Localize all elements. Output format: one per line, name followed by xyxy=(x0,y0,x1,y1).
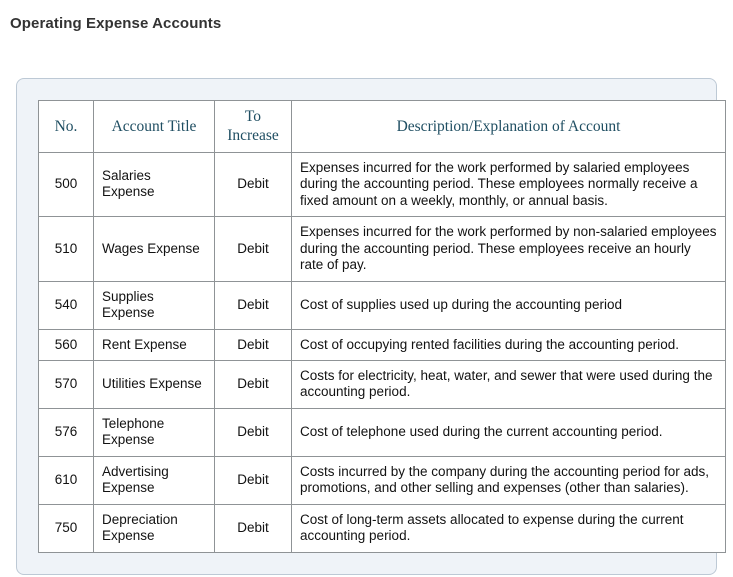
account-description: Costs for electricity, heat, water, and … xyxy=(291,359,726,409)
column-header-no: No. xyxy=(38,100,94,153)
table-row: 540 Supplies Expense Debit Cost of suppl… xyxy=(38,280,726,330)
account-title: Salaries Expense xyxy=(93,151,215,218)
account-number: 500 xyxy=(38,151,94,218)
table-row: 610 Advertising Expense Debit Costs incu… xyxy=(38,455,726,505)
account-description: Expenses incurred for the work performed… xyxy=(291,151,726,218)
account-title: Rent Expense xyxy=(93,328,215,361)
to-increase-value: Debit xyxy=(214,407,292,457)
account-title: Supplies Expense xyxy=(93,280,215,330)
table-row: 570 Utilities Expense Debit Costs for el… xyxy=(38,359,726,409)
table-body: 500 Salaries Expense Debit Expenses incu… xyxy=(38,151,726,553)
table-row: 510 Wages Expense Debit Expenses incurre… xyxy=(38,216,726,282)
operating-expense-accounts-table: No. Account Title To Increase Descriptio… xyxy=(38,100,726,553)
account-number: 540 xyxy=(38,280,94,330)
column-header-to-increase: To Increase xyxy=(214,100,292,153)
accounts-panel: No. Account Title To Increase Descriptio… xyxy=(16,78,726,575)
account-description: Cost of long-term assets allocated to ex… xyxy=(291,503,726,553)
account-title: Utilities Expense xyxy=(93,359,215,409)
account-number: 570 xyxy=(38,359,94,409)
account-number: 576 xyxy=(38,407,94,457)
account-title: Advertising Expense xyxy=(93,455,215,505)
to-increase-value: Debit xyxy=(214,328,292,361)
to-increase-value: Debit xyxy=(214,216,292,282)
account-description: Expenses incurred for the work performed… xyxy=(291,216,726,282)
page-title: Operating Expense Accounts xyxy=(10,15,222,32)
account-title: Wages Expense xyxy=(93,216,215,282)
account-description: Cost of occupying rented facilities duri… xyxy=(291,328,726,361)
account-title: Depreciation Expense xyxy=(93,503,215,553)
table-row: 576 Telephone Expense Debit Cost of tele… xyxy=(38,407,726,457)
table-header: No. Account Title To Increase Descriptio… xyxy=(38,100,726,153)
header-row: No. Account Title To Increase Descriptio… xyxy=(38,100,726,153)
table-row: 500 Salaries Expense Debit Expenses incu… xyxy=(38,151,726,218)
to-increase-value: Debit xyxy=(214,359,292,409)
account-description: Cost of telephone used during the curren… xyxy=(291,407,726,457)
account-number: 560 xyxy=(38,328,94,361)
account-number: 510 xyxy=(38,216,94,282)
column-header-title: Account Title xyxy=(93,100,215,153)
account-description: Cost of supplies used up during the acco… xyxy=(291,280,726,330)
table-row: 750 Depreciation Expense Debit Cost of l… xyxy=(38,503,726,553)
table-row: 560 Rent Expense Debit Cost of occupying… xyxy=(38,328,726,361)
to-increase-value: Debit xyxy=(214,503,292,553)
column-header-description: Description/Explanation of Account xyxy=(291,100,726,153)
account-number: 610 xyxy=(38,455,94,505)
to-increase-value: Debit xyxy=(214,455,292,505)
to-increase-value: Debit xyxy=(214,280,292,330)
account-number: 750 xyxy=(38,503,94,553)
account-description: Costs incurred by the company during the… xyxy=(291,455,726,505)
to-increase-value: Debit xyxy=(214,151,292,218)
account-title: Telephone Expense xyxy=(93,407,215,457)
